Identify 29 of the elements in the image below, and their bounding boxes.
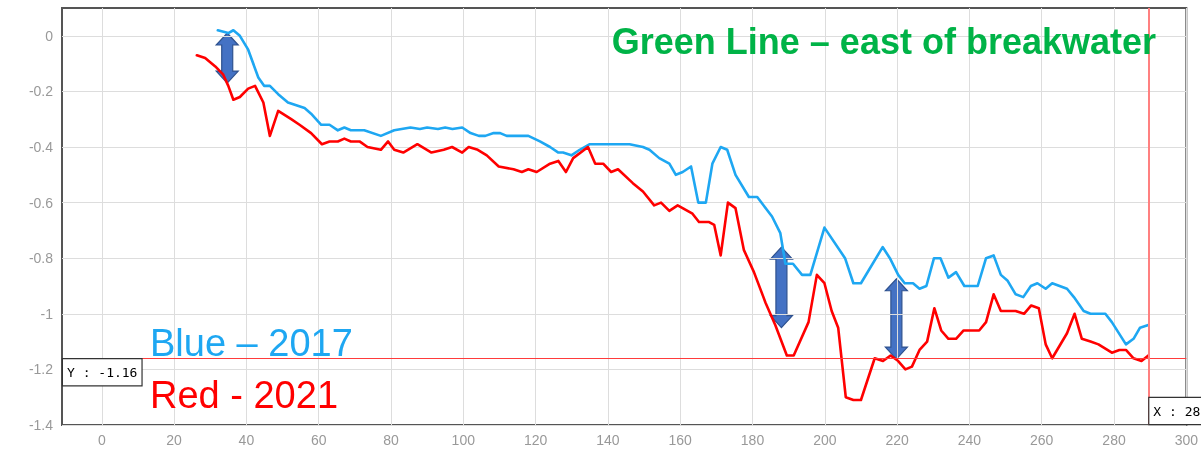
x-tick-label: 20 [166,432,183,448]
x-tick-label: 0 [97,432,106,448]
x-tick-label: 140 [596,432,620,448]
x-tick-label: 180 [740,432,765,448]
text: Blue – 2017 [150,322,353,364]
y-tick-label: -1.4 [28,417,54,433]
x-tick-label: 300 [1174,432,1199,448]
x-tick-label: 40 [238,432,255,448]
chart-title: Green Line – east of breakwater [611,20,1156,62]
y-tick-label: -0.4 [28,139,54,155]
text: Red - 2021 [150,374,339,416]
ref-line-label: Y : -1.16 [67,365,138,381]
x-tick-label: 240 [957,432,982,448]
x-tick-label: 220 [885,432,909,448]
x-tick-label: 260 [1030,432,1054,448]
y-tick-label: -0.8 [28,250,54,267]
y-tick-label: 0 [45,27,54,44]
annotation: X : 28 [1153,404,1201,419]
y-tick-label: -1.2 [28,361,54,378]
x-tick-label: 200 [813,432,837,448]
x-tick-label: 100 [451,432,476,448]
x-tick-label: 160 [668,432,693,448]
x-tick-label: 120 [523,432,548,448]
x-tick-label: 60 [310,432,327,448]
x-tick-label: 80 [383,432,399,448]
y-tick-label: -0.6 [28,194,54,211]
x-tick-label: 280 [1102,432,1126,448]
y-tick-label: -0.2 [28,83,54,100]
y-tick-label: -1 [40,305,54,322]
